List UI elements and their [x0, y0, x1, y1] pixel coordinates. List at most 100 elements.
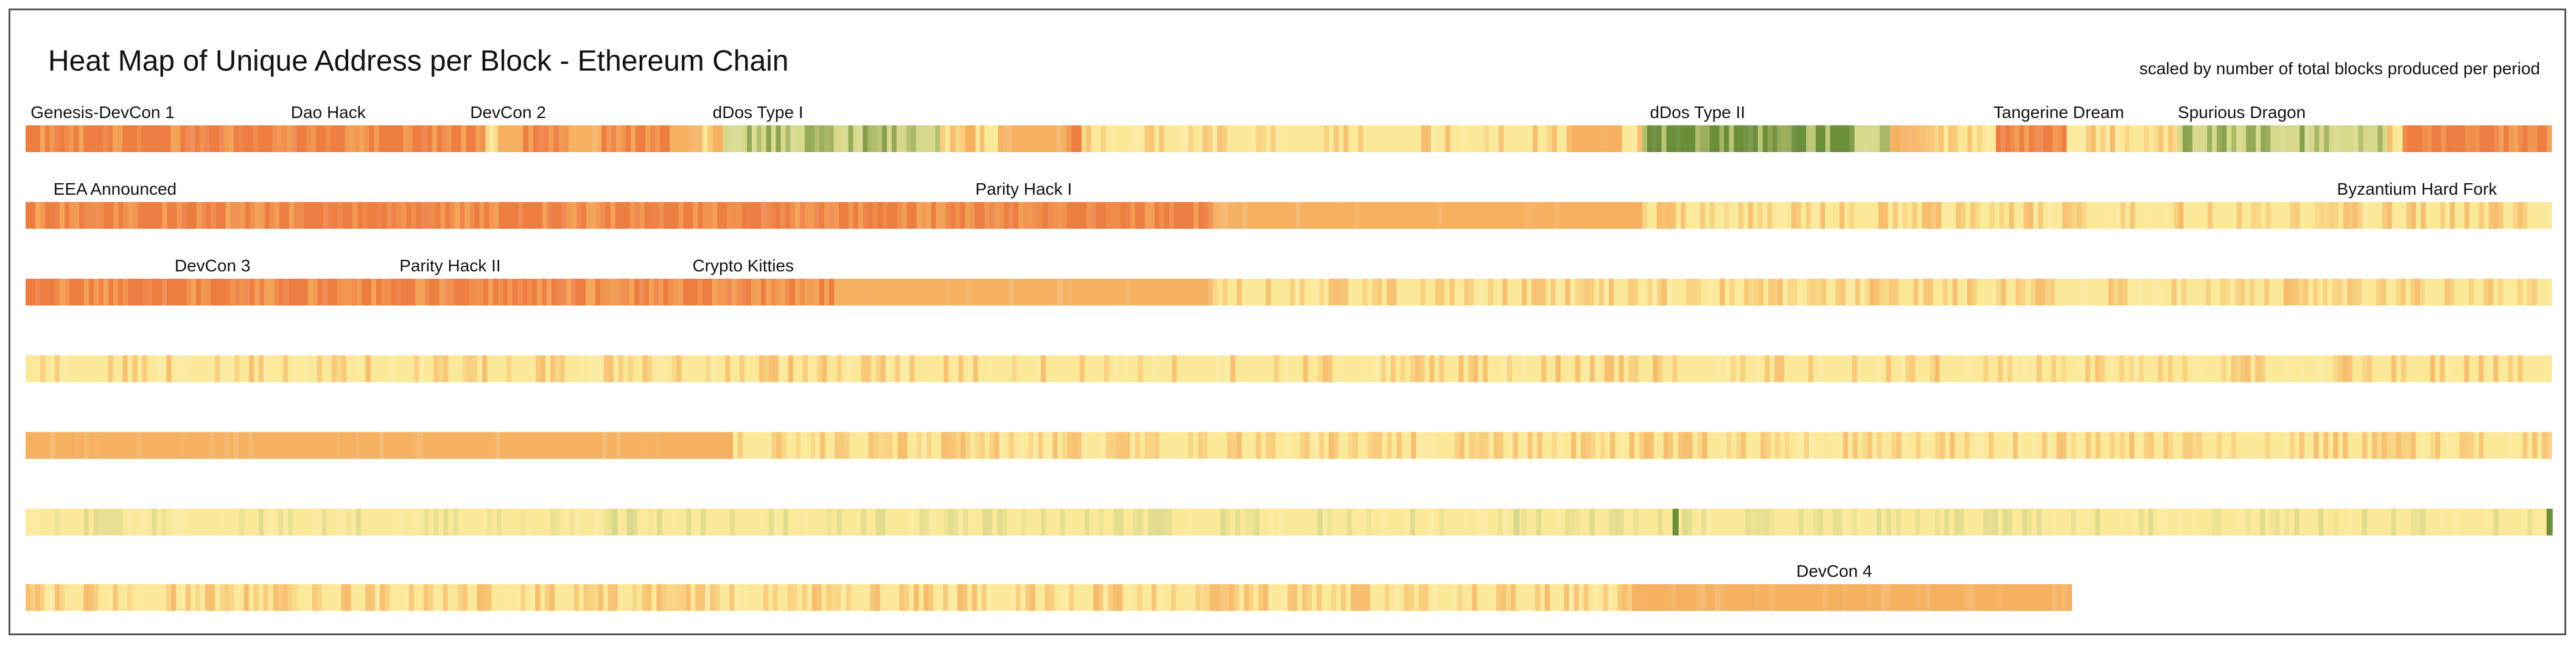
heatmap-cell	[2459, 355, 2465, 382]
heatmap-cell	[2308, 279, 2314, 305]
heatmap-cell	[1777, 125, 1783, 152]
heatmap-cell	[2056, 355, 2062, 382]
heatmap-cell	[1571, 432, 1577, 459]
heatmap-cell	[488, 279, 494, 305]
heatmap-cell	[877, 125, 883, 152]
heatmap-cell	[1265, 125, 1272, 152]
heatmap-cell	[1671, 125, 1676, 152]
heatmap-cell	[2265, 432, 2271, 459]
heatmap-cell	[2371, 279, 2377, 305]
heatmap-cell	[2176, 279, 2182, 305]
heatmap-cell	[2454, 279, 2460, 305]
heatmap-cell	[273, 584, 279, 611]
heatmap-cell	[371, 279, 377, 305]
heatmap-cell	[1319, 125, 1325, 152]
heatmap-cell	[1935, 432, 1941, 459]
heatmap-cell	[1334, 202, 1340, 229]
heatmap-cell	[1050, 509, 1056, 535]
heatmap-cell	[167, 202, 173, 229]
heatmap-cell	[979, 202, 985, 229]
heatmap-cell	[2236, 355, 2241, 382]
heatmap-cell	[2076, 432, 2082, 459]
heatmap-cell	[1774, 509, 1780, 535]
heatmap-cell	[766, 202, 771, 229]
heatmap-cell	[2309, 125, 2315, 152]
heatmap-cell	[1643, 432, 1650, 459]
heatmap-cell	[668, 202, 674, 229]
heatmap-cell	[1384, 584, 1390, 611]
heatmap-cell	[1440, 279, 1445, 305]
heatmap-cell	[1385, 509, 1391, 535]
heatmap-cell	[1186, 355, 1192, 382]
heatmap-cell	[911, 202, 917, 229]
heatmap-cell	[432, 125, 438, 152]
heatmap-cell	[520, 584, 526, 611]
heatmap-cell	[2096, 202, 2102, 229]
heatmap-cell	[2424, 279, 2431, 305]
heatmap-cell	[1874, 125, 1880, 152]
heatmap-cell	[1832, 509, 1838, 535]
heatmap-cell	[1873, 202, 1879, 229]
heatmap-cell	[2003, 355, 2008, 382]
heatmap-cell	[1444, 355, 1449, 382]
heatmap-cell	[1135, 125, 1140, 152]
heatmap-cell	[1554, 584, 1560, 611]
heatmap-cell	[1454, 432, 1460, 459]
heatmap-cell	[1292, 584, 1298, 611]
heatmap-cell	[967, 584, 973, 611]
heatmap-cell	[435, 279, 440, 305]
heatmap-cell	[2120, 202, 2126, 229]
heatmap-cell	[571, 279, 576, 305]
heatmap-cell	[943, 355, 949, 382]
heatmap-cell	[1181, 355, 1187, 382]
event-annotation: Parity Hack I	[975, 180, 1072, 198]
heatmap-cell	[909, 355, 915, 382]
heatmap-cell	[420, 279, 425, 305]
heatmap-cell	[166, 584, 172, 611]
heatmap-cell	[545, 584, 550, 611]
heatmap-cell	[884, 584, 890, 611]
heatmap-cell	[413, 125, 418, 152]
heatmap-cell	[308, 202, 314, 229]
heatmap-cell	[819, 202, 825, 229]
heatmap-cell	[2033, 202, 2039, 229]
heatmap-cell	[1503, 432, 1509, 459]
heatmap-cell	[2105, 125, 2111, 152]
heatmap-cell	[1483, 509, 1488, 535]
heatmap-cell	[2226, 355, 2231, 382]
heatmap-cell	[1023, 432, 1029, 459]
heatmap-cell	[2260, 125, 2266, 152]
heatmap-cell	[292, 509, 298, 535]
heatmap-cell	[2313, 509, 2319, 535]
heatmap-cell	[1493, 355, 1498, 382]
heatmap-cell	[404, 584, 410, 611]
heatmap-cell	[547, 202, 553, 229]
heatmap-cell	[931, 202, 937, 229]
heatmap-cell	[1425, 279, 1431, 305]
heatmap-cell	[1881, 509, 1887, 535]
heatmap-cell	[333, 202, 338, 229]
heatmap-cell	[1783, 584, 1789, 611]
heatmap-cell	[195, 125, 200, 152]
heatmap-cell	[185, 125, 191, 152]
heatmap-cell	[219, 584, 225, 611]
heatmap-cell	[1749, 584, 1755, 611]
heatmap-cell	[382, 202, 387, 229]
heatmap-cell	[1110, 202, 1116, 229]
heatmap-cell	[1809, 432, 1815, 459]
heatmap-cell	[552, 202, 558, 229]
heatmap-cell	[1337, 509, 1343, 535]
heatmap-cell	[1159, 202, 1165, 229]
heatmap-cell	[1188, 125, 1194, 152]
heatmap-cell	[2508, 355, 2513, 382]
heatmap-cell	[448, 355, 453, 382]
heatmap-cell	[1156, 584, 1162, 611]
heatmap-cell	[398, 125, 404, 152]
chart-title: Heat Map of Unique Address per Block - E…	[48, 45, 789, 77]
heatmap-cell	[1801, 202, 1807, 229]
heatmap-cell	[1245, 509, 1250, 535]
heatmap-cell	[1486, 202, 1492, 229]
heatmap-cell	[2250, 355, 2256, 382]
heatmap-cell	[259, 355, 264, 382]
heatmap-cell	[747, 432, 753, 459]
